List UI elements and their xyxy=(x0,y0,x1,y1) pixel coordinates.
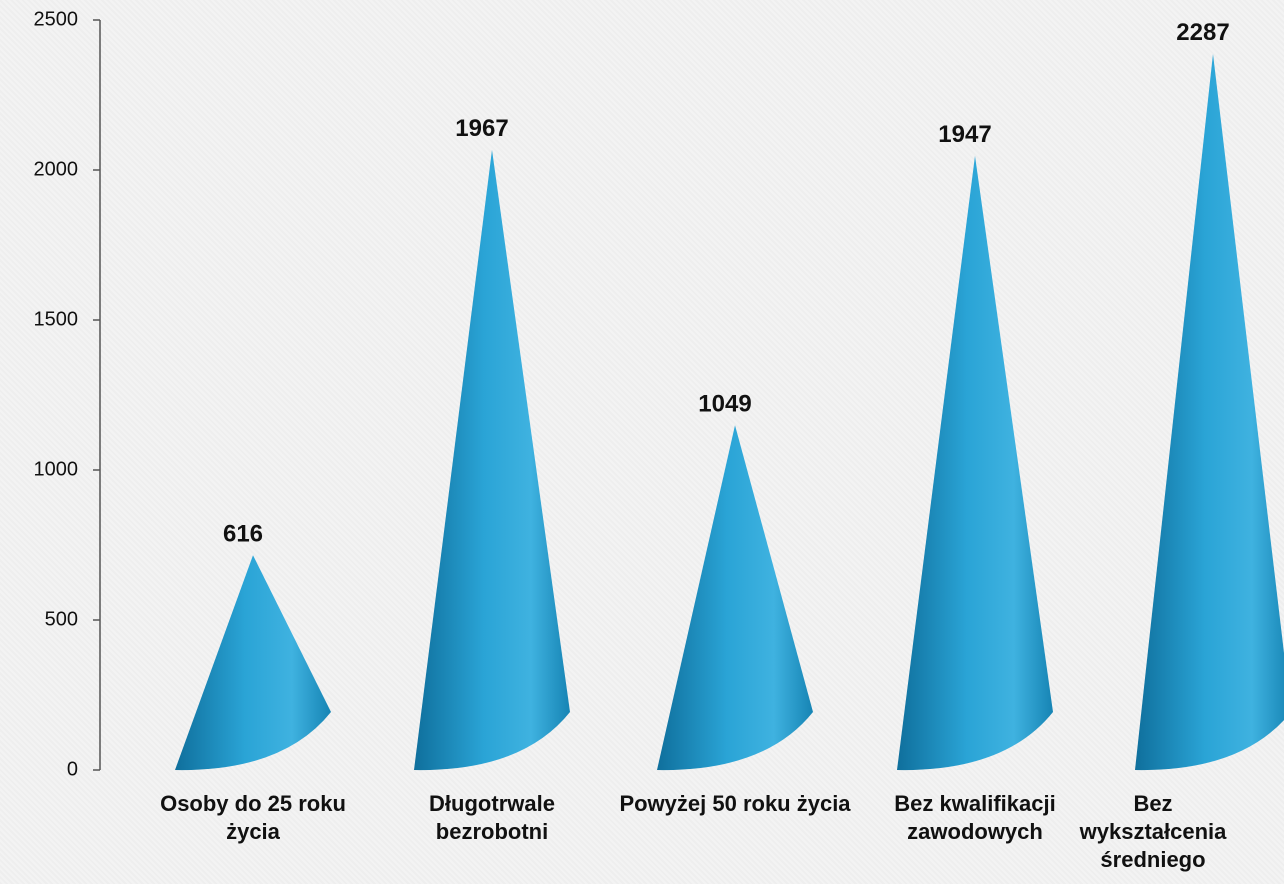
y-tick-label: 1000 xyxy=(34,458,79,480)
y-tick-label: 1500 xyxy=(34,308,79,330)
cone xyxy=(897,155,1053,771)
x-tick-label: Bez wykształcenia średniego xyxy=(1079,791,1227,872)
data-label: 1967 xyxy=(455,115,508,142)
cone xyxy=(175,555,331,771)
data-label: 616 xyxy=(223,521,263,548)
y-tick-label: 2500 xyxy=(34,8,79,30)
cone xyxy=(1135,53,1284,771)
x-tick-label: Bez kwalifikacji zawodowych xyxy=(894,791,1056,844)
x-tick-label: Długotrwale bezrobotni xyxy=(429,791,555,844)
cone xyxy=(414,149,570,771)
data-label: 1049 xyxy=(698,391,751,418)
y-tick-label: 2000 xyxy=(34,158,79,180)
x-tick-label: Powyżej 50 roku życia xyxy=(619,791,851,816)
cone xyxy=(657,425,813,771)
x-tick-label: Osoby do 25 roku życia xyxy=(160,791,346,844)
data-label: 2287 xyxy=(1176,19,1229,46)
y-tick-label: 500 xyxy=(45,608,78,630)
data-label: 1947 xyxy=(938,121,991,148)
y-tick-label: 0 xyxy=(67,758,78,780)
